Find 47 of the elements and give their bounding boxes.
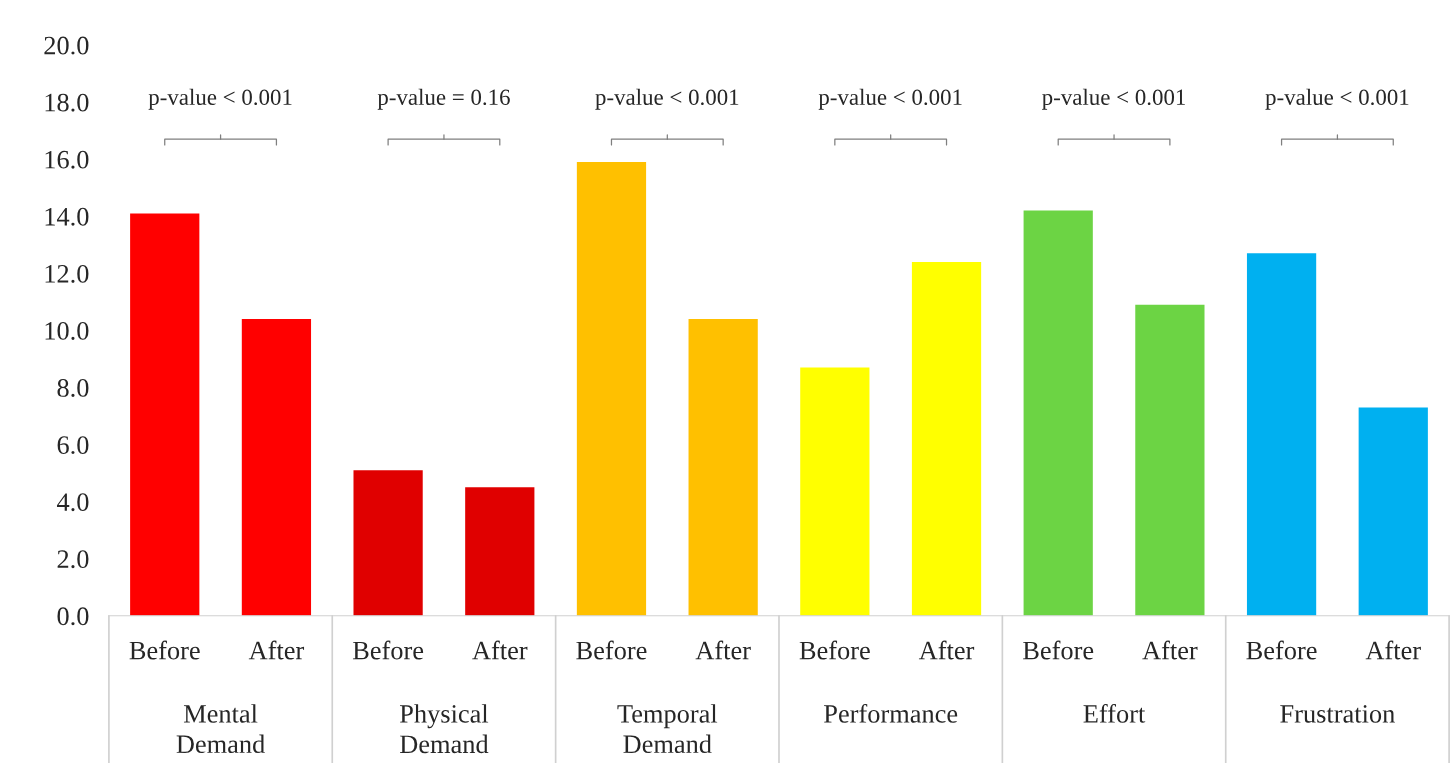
y-tick-label: 20.0 [44,36,89,55]
x-tick-label: Before [799,640,870,660]
x-tick-label: After [695,640,751,660]
y-tick-label: 2.0 [57,550,89,569]
x-tick-label: Before [129,640,200,660]
y-tick-label: 6.0 [57,436,89,455]
x-tick-label: After [472,640,528,660]
x-tick-label: Before [1246,640,1317,660]
y-tick-label: 12.0 [45,264,89,283]
bar [576,162,647,616]
x-tick-label: After [248,640,305,660]
bar [911,261,982,616]
annotation: p-value < 0.001 [818,88,962,110]
x-tick-label: Before [576,640,647,660]
bar [1358,407,1428,616]
y-tick-label: 18.0 [45,93,89,112]
bar [1246,253,1317,616]
y-tick-label: 10.0 [45,321,89,340]
bar [241,318,312,616]
x-tick-label: After [1142,640,1198,660]
y-tick-label: 8.0 [57,379,89,397]
x-tick-label: After [918,640,975,660]
text: Frustration [1280,705,1395,723]
bar [1135,304,1205,616]
y-tick-label: 0.0 [57,607,89,626]
bar [130,213,200,616]
bar [353,470,423,616]
text: Physical Demand [400,704,489,754]
x-tick-label: Before [1023,640,1094,660]
text: Mental Demand [176,704,265,754]
x-tick-label: Before [352,640,424,660]
x-tick-label: After [1365,640,1421,660]
annotation: p-value < 0.001 [1265,88,1409,110]
bar [688,318,758,616]
text: Performance [824,703,958,723]
y-tick-label: 4.0 [56,493,89,512]
annotation: p-value < 0.001 [148,88,292,110]
text: Temporal Demand [617,704,718,754]
bar [1023,210,1093,616]
y-tick-label: 16.0 [45,150,89,169]
text: Effort [1083,703,1146,723]
bar [465,487,535,616]
annotation: p-value < 0.001 [1042,88,1185,110]
annotation: p-value = 0.16 [377,88,510,110]
y-tick-label: 14.0 [45,207,89,226]
bar [800,367,870,616]
annotation: p-value < 0.001 [595,88,739,110]
